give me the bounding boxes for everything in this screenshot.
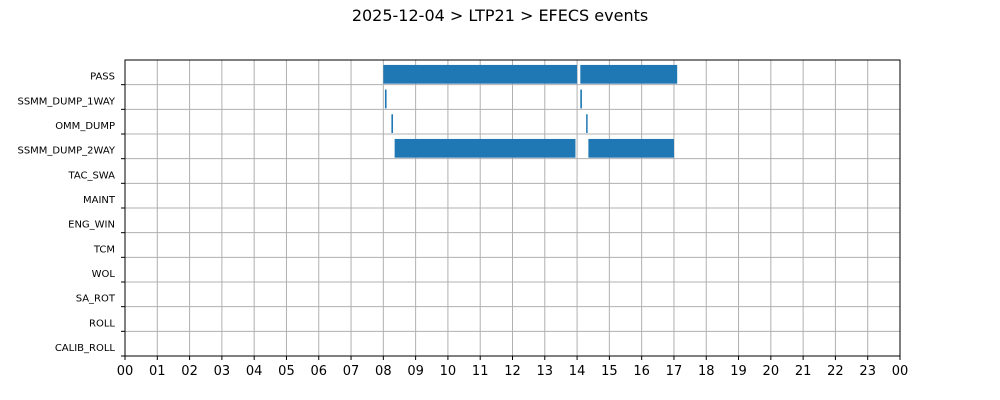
event-bar: [391, 114, 394, 134]
x-tick-label: 00: [892, 364, 909, 379]
y-tick-label: OMM_DUMP: [55, 121, 115, 132]
event-bars: [383, 64, 678, 158]
event-bar: [588, 138, 674, 158]
event-bar: [586, 114, 588, 134]
y-tick-label: MAINT: [83, 195, 116, 206]
y-tick-label: WOL: [92, 269, 116, 280]
x-tick-label: 14: [569, 364, 586, 379]
x-tick-label: 09: [407, 364, 424, 379]
x-tick-label: 06: [310, 364, 327, 379]
y-tick-label: TAC_SWA: [67, 170, 115, 181]
x-tick-label: 22: [827, 364, 844, 379]
event-bar: [384, 89, 387, 109]
event-bar: [383, 64, 578, 84]
x-tick-label: 19: [730, 364, 747, 379]
x-tick-label: 10: [440, 364, 457, 379]
grid-lines: [124, 60, 901, 356]
event-bar: [394, 138, 576, 158]
x-tick-label: 23: [859, 364, 876, 379]
x-tick-label: 17: [666, 364, 683, 379]
chart-title: 2025-12-04 > LTP21 > EFECS events: [351, 6, 649, 25]
x-tick-label: 18: [698, 364, 715, 379]
x-tick-label: 12: [504, 364, 521, 379]
x-tick-label: 13: [537, 364, 554, 379]
x-tick-label: 04: [246, 364, 263, 379]
y-tick-label: PASS: [90, 72, 115, 83]
event-bar: [580, 89, 582, 109]
x-tick-label: 08: [375, 364, 392, 379]
x-tick-label: 15: [601, 364, 618, 379]
y-tick-label: ROLL: [89, 318, 115, 329]
y-tick-label: SSMM_DUMP_2WAY: [17, 146, 115, 157]
y-tick-label: SA_ROT: [76, 294, 116, 305]
x-tick-label: 05: [278, 364, 295, 379]
x-tick-label: 21: [795, 364, 812, 379]
y-tick-label: ENG_WIN: [68, 220, 115, 231]
x-tick-label: 00: [117, 364, 134, 379]
y-tick-label: TCM: [93, 244, 115, 255]
x-tick-label: 11: [472, 364, 489, 379]
x-tick-label: 07: [343, 364, 360, 379]
event-bar: [580, 64, 678, 84]
x-tick-label: 16: [633, 364, 650, 379]
x-axis: 00 01 02 03 04 05 06 07 08 09 10 11 12 13 14 15 16 17 18 19…: [117, 356, 909, 379]
x-tick-label: 01: [149, 364, 166, 379]
y-tick-label: SSMM_DUMP_1WAY: [17, 96, 115, 107]
x-tick-label: 20: [763, 364, 780, 379]
x-tick-label: 02: [181, 364, 198, 379]
plot-frame: [124, 59, 901, 357]
y-axis: PASS SSMM_DUMP_1WAY OMM_DUMP SSMM_DUMP_2WAY…: [17, 72, 125, 357]
x-tick-label: 03: [214, 364, 231, 379]
y-tick-label: CALIB_ROLL: [55, 343, 116, 354]
